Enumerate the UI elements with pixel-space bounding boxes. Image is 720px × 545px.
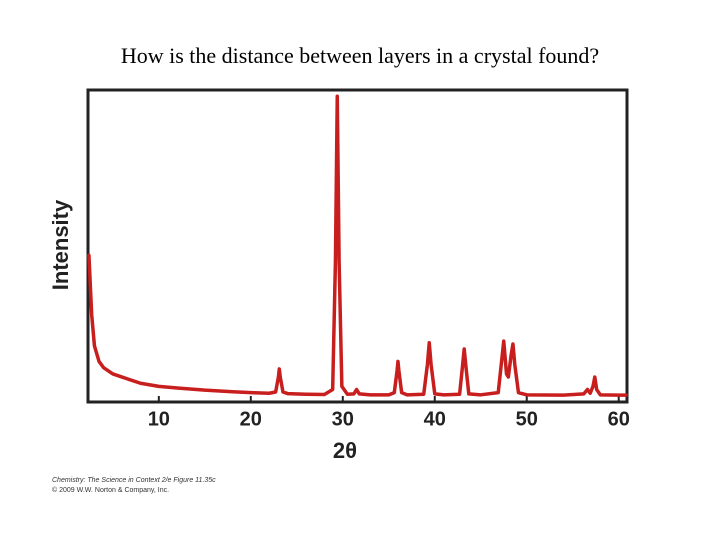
x-tick-label: 60 — [608, 408, 630, 430]
x-tick-label: 40 — [424, 408, 446, 430]
y-axis-label: Intensity — [48, 199, 73, 290]
x-tick-label: 10 — [148, 408, 170, 430]
x-tick-label: 20 — [240, 408, 262, 430]
x-tick-label: 30 — [332, 408, 354, 430]
slide-title: How is the distance between layers in a … — [121, 43, 599, 68]
x-tick-label: 50 — [516, 408, 538, 430]
data-line — [87, 94, 628, 397]
x-axis-label: 2θ — [333, 438, 357, 463]
caption: © 2009 W.W. Norton & Company, Inc. — [52, 486, 169, 494]
plot-frame — [86, 88, 629, 404]
caption: Chemistry: The Science in Context 2/e Fi… — [52, 477, 216, 484]
